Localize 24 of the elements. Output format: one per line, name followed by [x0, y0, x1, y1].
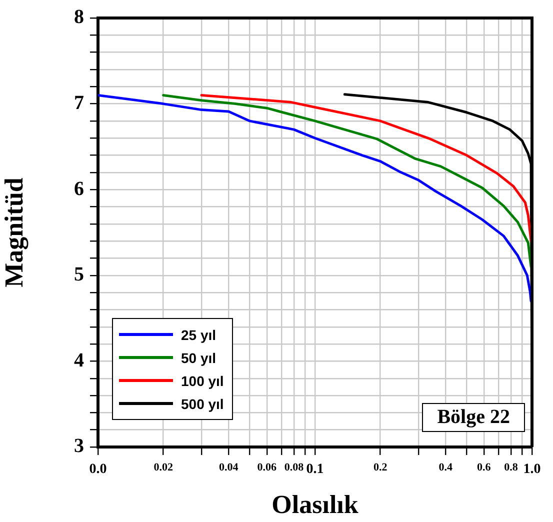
y-axis-title: Magnitüd: [0, 177, 28, 288]
x-tick-label: 0.4: [438, 461, 454, 474]
x-axis-title: Olasılık: [272, 490, 359, 520]
annotation: Bölge 22: [422, 403, 525, 432]
x-tick-label: 0.6: [476, 461, 492, 474]
y-tick-label: 4: [74, 349, 84, 372]
y-tick-label: 5: [74, 264, 84, 286]
x-tick-label: 1.0: [523, 462, 541, 478]
x-tick-label: 0.0: [89, 462, 107, 478]
x-tick-label: 0.02: [154, 461, 174, 474]
y-tick-label: 6: [74, 178, 84, 200]
x-tick-label: 0.06: [257, 461, 277, 474]
legend-label: 500 yıl: [181, 396, 224, 412]
legend-label: 25 yıl: [181, 326, 216, 342]
x-tick-label: 0.2: [373, 461, 388, 474]
legend-label: 100 yıl: [181, 372, 224, 388]
x-tick-label: 0.8: [504, 461, 518, 474]
x-tick-label: 0.1: [306, 462, 324, 478]
y-tick-label: 7: [74, 92, 84, 114]
y-tick-label: 3: [74, 435, 84, 458]
x-tick-label: 0.04: [219, 461, 239, 474]
y-tick-label: 8: [74, 6, 84, 28]
legend-label: 50 yıl: [181, 350, 216, 366]
x-tick-label: 0.08: [284, 461, 304, 474]
